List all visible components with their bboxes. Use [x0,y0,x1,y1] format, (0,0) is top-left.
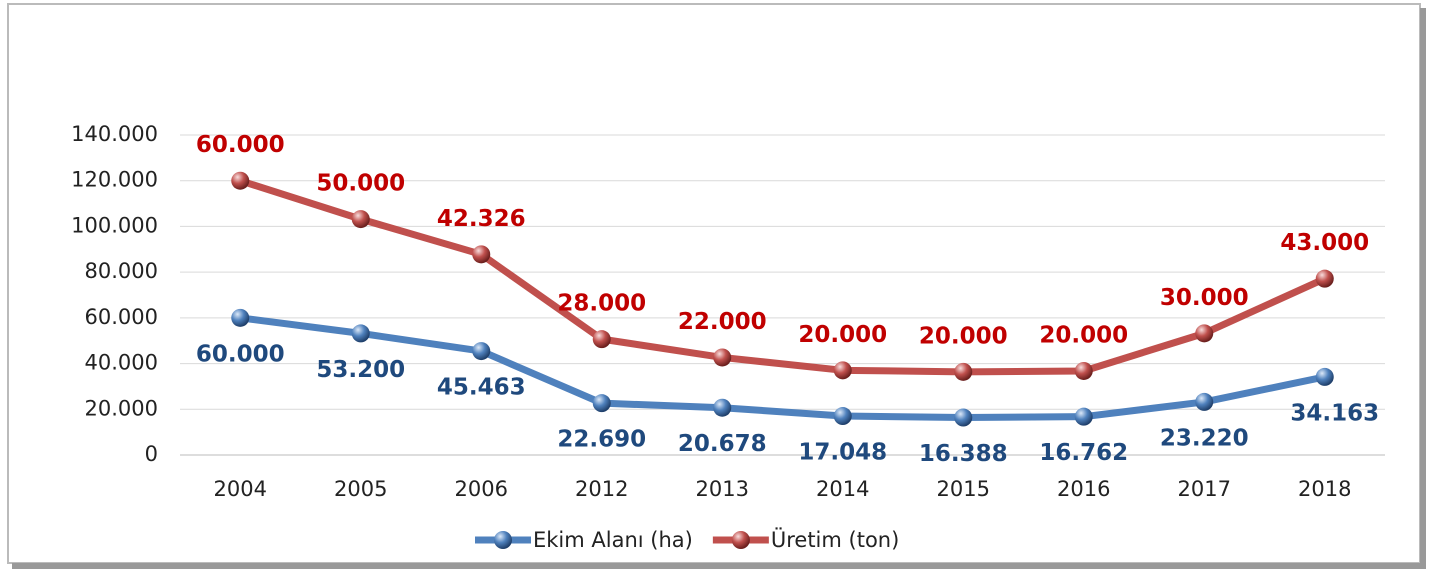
legend-label: Üretim (ton) [771,527,899,552]
data-point [954,362,973,381]
data-label: 50.000 [316,171,405,197]
data-point [472,245,491,264]
data-label: 20.000 [1039,322,1128,348]
data-label: 16.388 [919,441,1008,467]
data-point [1074,361,1093,380]
series-line [239,177,1327,376]
x-tick-label: 2004 [214,477,267,501]
data-point [1315,269,1334,288]
y-tick-label: 40.000 [85,351,158,375]
data-point [592,394,611,413]
data-point [713,398,732,417]
data-label: 20.678 [678,431,767,457]
y-tick-label: 100.000 [71,213,158,237]
data-label: 20.000 [919,323,1008,349]
x-tick-label: 2014 [816,477,869,501]
data-label: 16.762 [1039,440,1128,466]
data-point [231,308,250,327]
x-tick-label: 2006 [455,477,508,501]
data-point [231,171,250,190]
data-point [1195,324,1214,343]
data-point [713,348,732,367]
x-tick-label: 2016 [1057,477,1110,501]
x-tick-label: 2015 [937,477,990,501]
y-tick-label: 120.000 [71,168,158,192]
x-tick-label: 2012 [575,477,628,501]
data-label: 17.048 [798,440,887,466]
x-tick-label: 2013 [696,477,749,501]
data-point [351,324,370,343]
data-label: 20.000 [798,322,887,348]
data-point [1074,407,1093,426]
x-tick-label: 2005 [334,477,387,501]
data-point [472,342,491,361]
data-label: 22.690 [557,427,646,453]
legend-label: Ekim Alanı (ha) [533,528,693,552]
data-point [592,330,611,349]
x-tick-label: 2018 [1298,477,1351,501]
frame [7,3,1421,564]
frame-shadow [12,563,1426,569]
frame-shadow [1420,8,1426,567]
y-tick-label: 20.000 [85,396,158,420]
data-point [1195,392,1214,411]
data-label: 43.000 [1280,230,1369,256]
data-label: 23.220 [1160,425,1249,451]
data-label: 28.000 [557,291,646,317]
x-tick-label: 2017 [1178,477,1231,501]
y-tick-label: 140.000 [71,122,158,146]
data-label: 60.000 [196,132,285,158]
data-label: 60.000 [196,341,285,367]
data-label: 22.000 [678,309,767,335]
data-point [351,210,370,229]
y-tick-label: 80.000 [85,259,158,283]
legend-marker [494,531,512,549]
data-label: 34.163 [1290,400,1379,426]
series-line [239,314,1326,422]
data-label: 53.200 [316,357,405,383]
y-tick-label: 0 [145,442,158,466]
data-point [833,407,852,426]
data-label: 42.326 [437,206,526,232]
data-label: 30.000 [1160,285,1249,311]
data-point [833,361,852,380]
data-label: 45.463 [437,375,526,401]
data-point [954,408,973,427]
y-tick-label: 60.000 [85,305,158,329]
legend-marker [731,531,750,549]
data-point [1315,367,1334,386]
